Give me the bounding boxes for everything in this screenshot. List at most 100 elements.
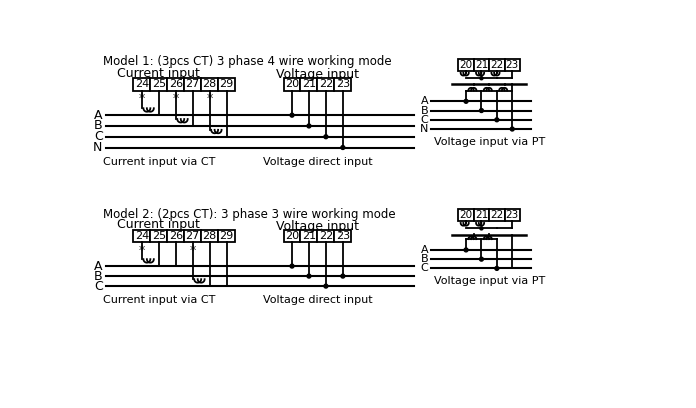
- Text: 29: 29: [219, 231, 234, 241]
- Text: 25: 25: [152, 80, 166, 89]
- Circle shape: [341, 146, 345, 149]
- Text: C: C: [420, 115, 428, 125]
- Text: 20: 20: [459, 210, 473, 220]
- Bar: [218, 78, 235, 91]
- Text: 28: 28: [203, 231, 216, 241]
- Text: 21: 21: [475, 60, 488, 70]
- Text: N: N: [93, 141, 102, 154]
- Bar: [283, 78, 301, 91]
- Text: 24: 24: [135, 80, 149, 89]
- Bar: [474, 59, 489, 71]
- Text: 26: 26: [168, 80, 183, 89]
- Text: B: B: [94, 120, 102, 133]
- Bar: [317, 78, 334, 91]
- Bar: [459, 209, 474, 222]
- Bar: [150, 230, 167, 242]
- Bar: [167, 230, 184, 242]
- Bar: [489, 209, 505, 222]
- Bar: [150, 78, 167, 91]
- Text: 23: 23: [505, 60, 519, 70]
- Bar: [459, 59, 474, 71]
- Circle shape: [480, 257, 483, 261]
- Bar: [134, 78, 150, 91]
- Text: 22: 22: [319, 231, 333, 241]
- Text: 26: 26: [168, 231, 183, 241]
- Text: 23: 23: [335, 231, 350, 241]
- Text: *: *: [139, 244, 145, 257]
- Text: 22: 22: [490, 60, 503, 70]
- Text: B: B: [420, 254, 428, 264]
- Text: Voltage direct input: Voltage direct input: [262, 295, 372, 305]
- Circle shape: [480, 109, 483, 113]
- Text: N: N: [420, 124, 428, 134]
- Circle shape: [495, 266, 499, 271]
- Circle shape: [290, 264, 294, 268]
- Text: A: A: [94, 259, 102, 273]
- Circle shape: [324, 135, 328, 139]
- Bar: [184, 230, 201, 242]
- Bar: [184, 78, 201, 91]
- Text: 29: 29: [219, 80, 234, 89]
- Bar: [505, 59, 520, 71]
- Text: 21: 21: [475, 210, 488, 220]
- Bar: [301, 230, 317, 242]
- Bar: [218, 230, 235, 242]
- Text: 25: 25: [152, 231, 166, 241]
- Text: *: *: [139, 92, 145, 105]
- Text: Voltage direct input: Voltage direct input: [262, 157, 372, 167]
- Text: C: C: [420, 264, 428, 273]
- Bar: [201, 230, 218, 242]
- Text: A: A: [94, 109, 102, 122]
- Bar: [134, 230, 150, 242]
- Text: *: *: [173, 92, 179, 105]
- Circle shape: [480, 227, 483, 230]
- Circle shape: [510, 127, 514, 131]
- Text: Current input via CT: Current input via CT: [102, 295, 215, 305]
- Text: C: C: [94, 130, 102, 143]
- Bar: [489, 59, 505, 71]
- Text: 21: 21: [302, 80, 316, 89]
- Text: Current input: Current input: [118, 67, 200, 80]
- Circle shape: [480, 77, 483, 80]
- Bar: [505, 209, 520, 222]
- Text: 20: 20: [285, 80, 299, 89]
- Text: 27: 27: [186, 231, 200, 241]
- Text: Voltage input via PT: Voltage input via PT: [434, 276, 545, 286]
- Text: 20: 20: [285, 231, 299, 241]
- Text: 28: 28: [203, 80, 216, 89]
- Circle shape: [307, 124, 311, 128]
- Text: A: A: [420, 245, 428, 255]
- Text: 27: 27: [186, 80, 200, 89]
- Text: 21: 21: [302, 231, 316, 241]
- Text: Voltage input: Voltage input: [276, 68, 359, 81]
- Text: A: A: [420, 96, 428, 106]
- Text: *: *: [189, 244, 196, 257]
- Text: 22: 22: [490, 210, 503, 220]
- Circle shape: [495, 118, 499, 122]
- Text: Current input: Current input: [118, 218, 200, 231]
- Circle shape: [464, 100, 468, 103]
- Text: Current input via CT: Current input via CT: [102, 157, 215, 167]
- Text: 23: 23: [335, 80, 350, 89]
- Text: 22: 22: [319, 80, 333, 89]
- Bar: [301, 78, 317, 91]
- Text: B: B: [420, 106, 428, 115]
- Bar: [283, 230, 301, 242]
- Text: Voltage input: Voltage input: [276, 220, 359, 233]
- Text: 24: 24: [135, 231, 149, 241]
- Text: B: B: [94, 270, 102, 283]
- Text: Model 2: (2pcs CT): 3 phase 3 wire working mode: Model 2: (2pcs CT): 3 phase 3 wire worki…: [102, 208, 395, 221]
- Bar: [334, 78, 351, 91]
- Bar: [201, 78, 218, 91]
- Text: C: C: [94, 279, 102, 293]
- Text: Voltage input via PT: Voltage input via PT: [434, 137, 545, 147]
- Text: 20: 20: [459, 60, 473, 70]
- Bar: [334, 230, 351, 242]
- Circle shape: [464, 248, 468, 252]
- Circle shape: [341, 274, 345, 278]
- Bar: [167, 78, 184, 91]
- Circle shape: [324, 284, 328, 288]
- Circle shape: [290, 113, 294, 117]
- Text: Model 1: (3pcs CT) 3 phase 4 wire working mode: Model 1: (3pcs CT) 3 phase 4 wire workin…: [102, 55, 391, 68]
- Text: 23: 23: [505, 210, 519, 220]
